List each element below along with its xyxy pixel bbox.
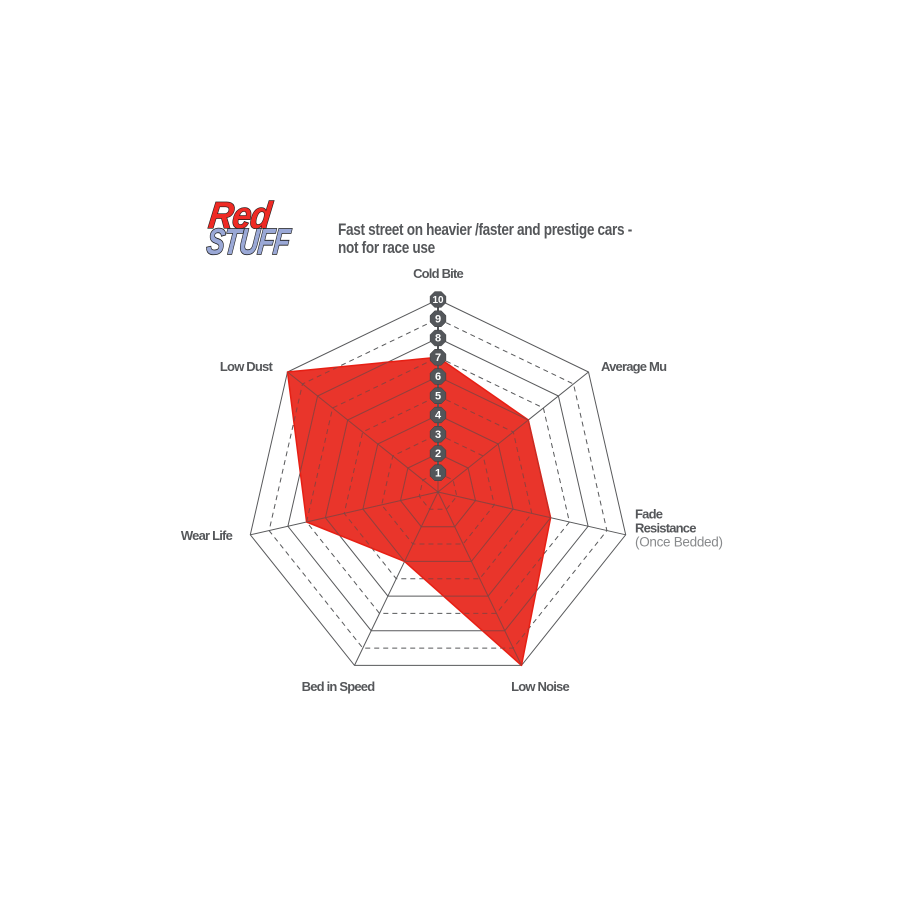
svg-text:9: 9 xyxy=(435,313,441,325)
svg-text:6: 6 xyxy=(435,371,441,383)
svg-text:5: 5 xyxy=(435,390,441,402)
svg-text:8: 8 xyxy=(435,333,441,345)
svg-text:2: 2 xyxy=(435,448,441,460)
svg-text:4: 4 xyxy=(435,410,442,422)
svg-text:10: 10 xyxy=(432,295,444,306)
svg-text:1: 1 xyxy=(435,467,441,479)
svg-text:3: 3 xyxy=(435,429,441,441)
svg-text:7: 7 xyxy=(435,352,441,364)
